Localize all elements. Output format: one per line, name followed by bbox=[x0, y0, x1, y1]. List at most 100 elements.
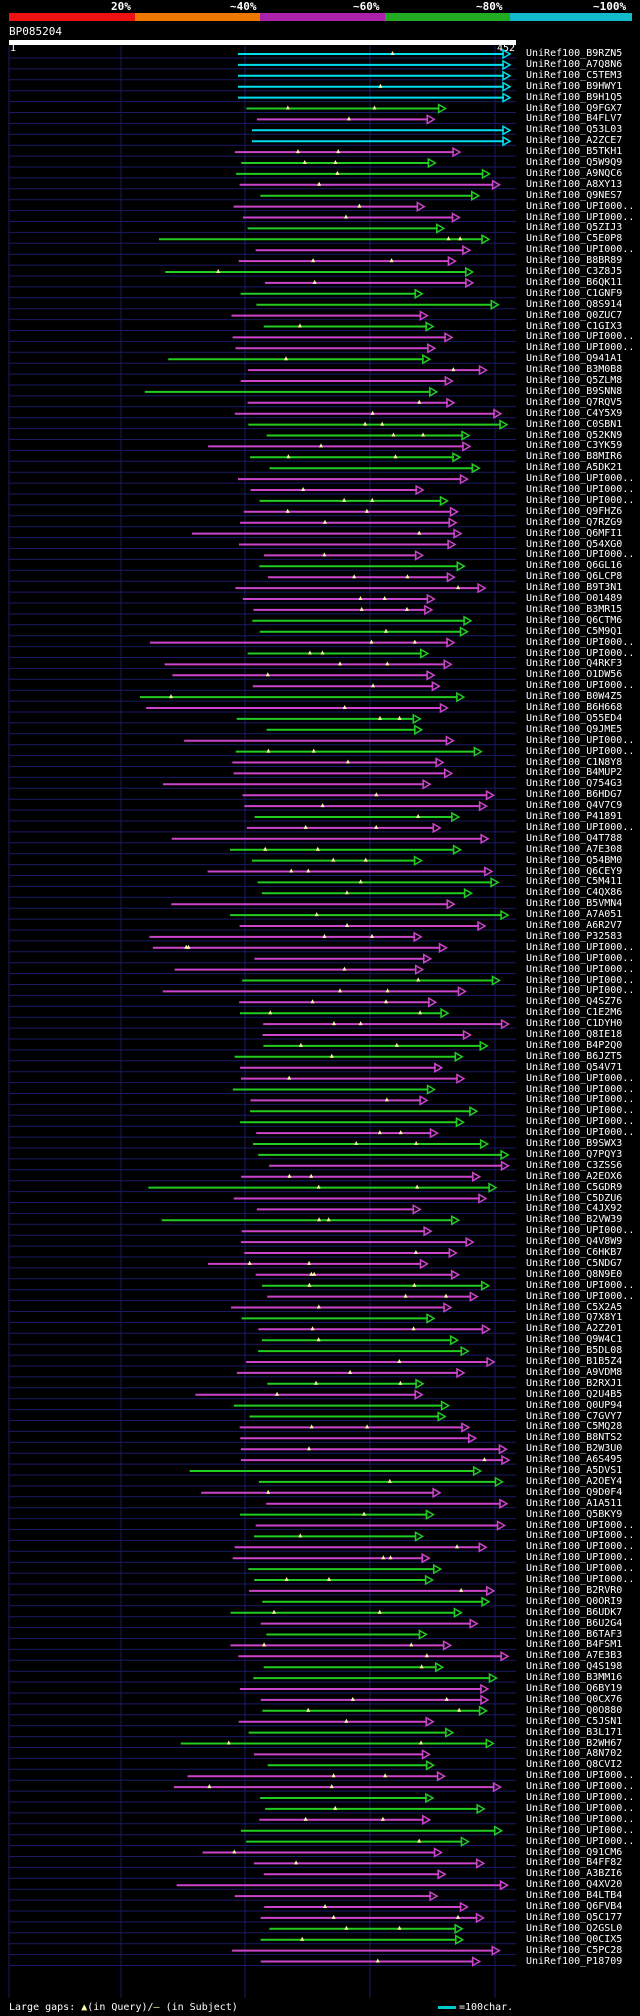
hit-label[interactable]: UniRef100_UPI000.. bbox=[526, 1116, 635, 1128]
hit-label[interactable]: UniRef100_Q7PQY3 bbox=[526, 1148, 623, 1160]
hit-label[interactable]: UniRef100_C5JSN1 bbox=[526, 1715, 623, 1727]
hit-label[interactable]: UniRef100_A2ZCE7 bbox=[526, 135, 623, 147]
hit-label[interactable]: UniRef100_UPI000.. bbox=[526, 1835, 635, 1847]
hit-label[interactable]: UniRef100_Q55ED4 bbox=[526, 712, 623, 724]
hit-label[interactable]: UniRef100_Q0CIX5 bbox=[526, 1933, 623, 1945]
hit-label[interactable]: UniRef100_Q754G3 bbox=[526, 778, 623, 790]
hit-label[interactable]: UniRef100_B5TKH1 bbox=[526, 146, 623, 158]
hit-label[interactable]: UniRef100_Q4S198 bbox=[526, 1661, 623, 1673]
hit-label[interactable]: UniRef100_UPI000.. bbox=[526, 1290, 635, 1302]
hit-label[interactable]: UniRef100_UPI000.. bbox=[526, 549, 635, 561]
hit-label[interactable]: UniRef100_UPI000.. bbox=[526, 244, 635, 256]
hit-label[interactable]: UniRef100_A8XY13 bbox=[526, 178, 623, 190]
hit-label[interactable]: UniRef100_UPI000.. bbox=[526, 211, 635, 223]
hit-label[interactable]: UniRef100_Q9NES7 bbox=[526, 189, 623, 201]
hit-label[interactable]: UniRef100_UPI000.. bbox=[526, 985, 635, 997]
hit-label[interactable]: UniRef100_C1GIX3 bbox=[526, 320, 623, 332]
hit-label[interactable]: UniRef100_UPI000.. bbox=[526, 1083, 635, 1095]
hit-label[interactable]: UniRef100_A6S495 bbox=[526, 1454, 623, 1466]
hit-label[interactable]: UniRef100_C1N8Y8 bbox=[526, 756, 623, 768]
hit-label[interactable]: UniRef100_B9SWX3 bbox=[526, 1138, 623, 1149]
hit-label[interactable]: UniRef100_Q8IE18 bbox=[526, 1029, 623, 1040]
hit-label[interactable]: UniRef100_C4Y5X9 bbox=[526, 407, 623, 419]
hit-label[interactable]: UniRef100_UPI000.. bbox=[526, 494, 635, 506]
hit-label[interactable]: UniRef100_B6UDK7 bbox=[526, 1606, 623, 1618]
hit-label[interactable]: UniRef100_Q7RQV5 bbox=[526, 396, 623, 408]
hit-label[interactable]: UniRef100_C6HKB7 bbox=[526, 1247, 623, 1258]
hit-label[interactable]: UniRef100_Q54XG0 bbox=[526, 538, 623, 550]
hit-label[interactable]: UniRef100_B6TAF3 bbox=[526, 1628, 623, 1640]
hit-label[interactable]: UniRef100_O01489 bbox=[526, 593, 623, 604]
hit-label[interactable]: UniRef100_UPI000.. bbox=[526, 484, 635, 495]
hit-label[interactable]: UniRef100_Q8N9E0 bbox=[526, 1268, 623, 1280]
hit-label[interactable]: UniRef100_A6R2V7 bbox=[526, 920, 623, 931]
hit-label[interactable]: UniRef100_A9VDM8 bbox=[526, 1366, 623, 1378]
hit-label[interactable]: UniRef100_B4LTB4 bbox=[526, 1890, 623, 1902]
hit-label[interactable]: UniRef100_B2WH67 bbox=[526, 1737, 623, 1749]
hit-label[interactable]: UniRef100_C4QX86 bbox=[526, 887, 623, 899]
hit-label[interactable]: UniRef100_UPI000.. bbox=[526, 1574, 635, 1585]
hit-label[interactable]: UniRef100_Q2GSL0 bbox=[526, 1922, 623, 1934]
hit-label[interactable]: UniRef100_C3YK59 bbox=[526, 440, 623, 452]
hit-label[interactable]: UniRef100_Q6FVB4 bbox=[526, 1901, 623, 1912]
hit-label[interactable]: UniRef100_A2EOX6 bbox=[526, 1170, 623, 1182]
hit-label[interactable]: UniRef100_B3MM16 bbox=[526, 1672, 623, 1684]
hit-label[interactable]: UniRef100_Q52KN9 bbox=[526, 429, 623, 441]
hit-label[interactable]: UniRef100_UPI000.. bbox=[526, 963, 635, 975]
hit-label[interactable]: UniRef100_C3Z8J5 bbox=[526, 266, 623, 277]
hit-label[interactable]: UniRef100_B6U2G4 bbox=[526, 1617, 623, 1629]
hit-label[interactable]: UniRef100_A7E308 bbox=[526, 843, 623, 855]
hit-label[interactable]: UniRef100_Q9FGX7 bbox=[526, 102, 623, 114]
hit-label[interactable]: UniRef100_C4JX92 bbox=[526, 1203, 623, 1215]
hit-label[interactable]: UniRef100_B2RVR0 bbox=[526, 1584, 623, 1596]
hit-label[interactable]: UniRef100_UPI000.. bbox=[526, 821, 635, 833]
hit-label[interactable]: UniRef100_Q0ZUC7 bbox=[526, 309, 623, 321]
hit-label[interactable]: UniRef100_UPI000.. bbox=[526, 1552, 635, 1564]
hit-label[interactable]: UniRef100_UPI000.. bbox=[526, 734, 635, 746]
hit-label[interactable]: UniRef100_O1DW56 bbox=[526, 669, 623, 681]
hit-label[interactable]: UniRef100_P18709 bbox=[526, 1955, 623, 1967]
hit-label[interactable]: UniRef100_C5E0P8 bbox=[526, 233, 623, 245]
hit-label[interactable]: UniRef100_UPI000.. bbox=[526, 1781, 635, 1793]
hit-label[interactable]: UniRef100_Q6CEY9 bbox=[526, 865, 623, 877]
hit-label[interactable]: UniRef100_Q7X8Y1 bbox=[526, 1312, 623, 1324]
hit-label[interactable]: UniRef100_UPI000.. bbox=[526, 1824, 635, 1836]
hit-label[interactable]: UniRef100_B4FLV7 bbox=[526, 113, 623, 125]
hit-label[interactable]: UniRef100_B6HDG7 bbox=[526, 789, 623, 801]
hit-label[interactable]: UniRef100_C3ZSS6 bbox=[526, 1159, 623, 1171]
hit-label[interactable]: UniRef100_Q6LCP8 bbox=[526, 571, 623, 583]
hit-label[interactable]: UniRef100_B2W3U0 bbox=[526, 1443, 623, 1455]
hit-label[interactable]: UniRef100_Q4XV20 bbox=[526, 1879, 623, 1891]
hit-label[interactable]: UniRef100_UPI000.. bbox=[526, 1127, 635, 1139]
hit-label[interactable]: UniRef100_B6H668 bbox=[526, 702, 623, 713]
hit-label[interactable]: UniRef100_UPI000.. bbox=[526, 1519, 635, 1531]
hit-label[interactable]: UniRef100_B2VW39 bbox=[526, 1214, 623, 1226]
hit-label[interactable]: UniRef100_C5MQ28 bbox=[526, 1421, 623, 1433]
hit-label[interactable]: UniRef100_UPI000.. bbox=[526, 1563, 635, 1575]
hit-label[interactable]: UniRef100_B3L171 bbox=[526, 1726, 623, 1738]
hit-label[interactable]: UniRef100_A5DK21 bbox=[526, 462, 623, 474]
hit-label[interactable]: UniRef100_C5M9Q1 bbox=[526, 625, 623, 637]
hit-label[interactable]: UniRef100_B4FF82 bbox=[526, 1857, 623, 1869]
hit-label[interactable]: UniRef100_Q54V71 bbox=[526, 1061, 623, 1073]
hit-label[interactable]: UniRef100_B0W4Z5 bbox=[526, 691, 623, 703]
hit-label[interactable]: UniRef100_C7GVY7 bbox=[526, 1410, 623, 1422]
hit-label[interactable]: UniRef100_A7A051 bbox=[526, 909, 623, 921]
hit-label[interactable]: UniRef100_B1B5Z4 bbox=[526, 1356, 623, 1367]
hit-label[interactable]: UniRef100_Q5W9Q9 bbox=[526, 157, 623, 168]
hit-label[interactable]: UniRef100_Q6CTM6 bbox=[526, 614, 623, 626]
hit-label[interactable]: UniRef100_A5DVS1 bbox=[526, 1465, 623, 1476]
hit-label[interactable]: UniRef100_Q5ZIJ3 bbox=[526, 222, 623, 234]
hit-label[interactable]: UniRef100_UPI000.. bbox=[526, 636, 635, 648]
hit-label[interactable]: UniRef100_P32583 bbox=[526, 930, 623, 942]
hit-label[interactable]: UniRef100_Q9W4C1 bbox=[526, 1334, 623, 1346]
hit-label[interactable]: UniRef100_Q941A1 bbox=[526, 353, 623, 365]
hit-label[interactable]: UniRef100_Q9D0F4 bbox=[526, 1486, 623, 1498]
hit-label[interactable]: UniRef100_B8NTS2 bbox=[526, 1432, 623, 1444]
hit-label[interactable]: UniRef100_UPI000.. bbox=[526, 1770, 635, 1782]
hit-label[interactable]: UniRef100_Q53L03 bbox=[526, 124, 623, 136]
hit-label[interactable]: UniRef100_B8MIR6 bbox=[526, 451, 623, 463]
hit-label[interactable]: UniRef100_UPI000.. bbox=[526, 1279, 635, 1291]
hit-label[interactable]: UniRef100_Q4T788 bbox=[526, 832, 623, 844]
hit-label[interactable]: UniRef100_C5PC28 bbox=[526, 1944, 623, 1956]
